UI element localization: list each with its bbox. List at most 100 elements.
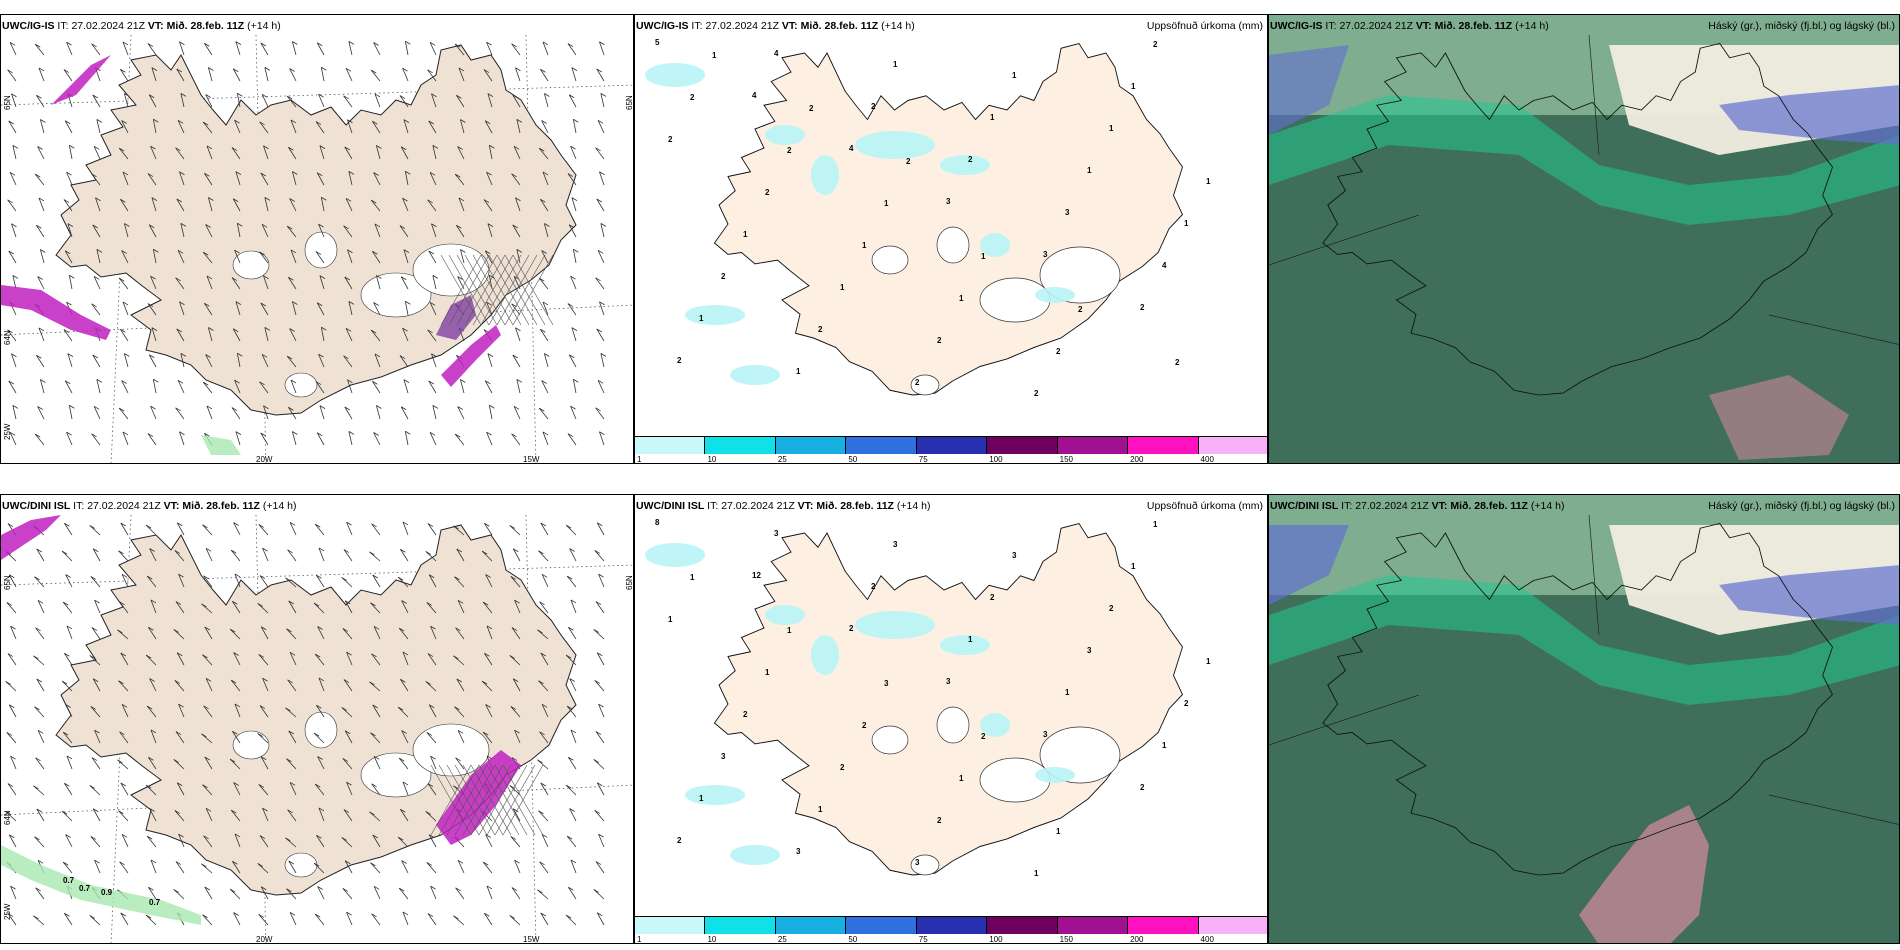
precip-value-label: 1 [765, 668, 770, 677]
precip-value-label: 2 [1109, 604, 1114, 613]
colorbar-tick-label: 400 [1200, 455, 1214, 464]
precip-value-label: 1 [1162, 741, 1167, 750]
panel-header: UWC/IG-IS IT: 27.02.2024 21Z VT: Mið. 28… [636, 20, 915, 32]
lead-time: (+14 h) [262, 500, 297, 512]
panel-title: Uppsöfnuð úrkoma (mm) [1146, 500, 1263, 512]
precip-value-label: 2 [690, 93, 695, 102]
colorbar-tick-label: 100 [989, 455, 1003, 464]
precip-value-label: 1 [699, 794, 704, 803]
precip-value-label: 1 [712, 51, 717, 60]
lead-time: (+14 h) [896, 500, 931, 512]
precip-value-label: 2 [809, 104, 814, 113]
colorbar-tick-label: 150 [1059, 455, 1074, 464]
colorbar-swatch [987, 437, 1058, 454]
panel-header: UWC/DINI ISL IT: 27.02.2024 21Z VT: Mið.… [2, 500, 296, 512]
colorbar-tick-label: 1 [637, 935, 642, 944]
init-time: 27.02.2024 21Z [71, 20, 145, 32]
wind-value-label: 0.7 [79, 884, 91, 893]
colorbar-swatch [846, 917, 917, 934]
precip-value-label: 4 [1162, 261, 1167, 270]
precip-value-label: 4 [774, 49, 779, 58]
lat-label-64n: 64N [634, 780, 636, 795]
vt-label: VT: [147, 20, 164, 32]
lat-label-65n-right: 65N [625, 575, 634, 590]
precip-value-label: 2 [862, 721, 867, 730]
colorbar-tick-label: 75 [918, 935, 928, 944]
model-name: UWC/IG-IS [1270, 20, 1323, 32]
lat-label-65n: 65N [634, 550, 636, 565]
colorbar-tick-label: 100 [989, 935, 1003, 944]
precip-value-label: 8 [655, 518, 660, 527]
colorbar-swatch [916, 917, 988, 934]
lon-label-20w: 20W [256, 455, 273, 464]
precip-value-label: 3 [884, 679, 889, 688]
precip-value-label: 3 [1065, 208, 1070, 217]
map-panel-top-left: UWC/IG-IS IT: 27.02.2024 21Z VT: Mið. 28… [0, 14, 634, 464]
precip-value-label: 1 [1206, 657, 1211, 666]
lon-label-15w: 15W [523, 455, 540, 464]
lon-label-15w: 15W [523, 935, 540, 944]
precip-value-label: 1 [1184, 219, 1189, 228]
precip-value-label: 2 [906, 157, 911, 166]
precip-value-label: 2 [937, 816, 942, 825]
init-time: 27.02.2024 21Z [705, 20, 779, 32]
colorbar-swatch [1198, 437, 1267, 454]
lead-time: (+14 h) [1530, 500, 1565, 512]
precip-value-label: 3 [915, 858, 920, 867]
precip-value-label: 3 [1087, 646, 1092, 655]
precip-value-label: 1 [959, 774, 964, 783]
precip-value-label: 2 [1175, 358, 1180, 367]
colorbar-tick-label: 25 [777, 935, 787, 944]
precip-value-label: 1 [1087, 166, 1092, 175]
precip-value-label: 4 [849, 144, 854, 153]
precip-value-label: 1 [884, 199, 889, 208]
precip-value-label: 1 [990, 113, 995, 122]
model-name: UWC/DINI ISL [636, 500, 705, 512]
init-time: 27.02.2024 21Z [1355, 500, 1429, 512]
panel-title: Háský (gr.), miðský (fj.bl.) og lágský (… [1708, 500, 1895, 512]
precip-value-label: 2 [981, 732, 986, 741]
lon-label-25w: 25W [3, 423, 12, 440]
wind-map [1, 34, 633, 463]
colorbar-tick-label: 10 [707, 935, 717, 944]
wind-value-label: 0.7 [149, 898, 161, 907]
precip-value-label: 2 [677, 836, 682, 845]
precip-value-label: 1 [1109, 124, 1114, 133]
valid-time: Mið. 28.feb. 11Z [182, 500, 260, 512]
lead-time: (+14 h) [881, 20, 915, 32]
colorbar-swatch [775, 917, 847, 934]
precip-value-label: 5 [655, 38, 660, 47]
map-panel-bottom-right: UWC/DINI ISL IT: 27.02.2024 21Z VT: Mið.… [1268, 494, 1900, 944]
colorbar-swatch [846, 437, 917, 454]
panel-title: Uppsöfnuð úrkoma (mm) [1146, 20, 1263, 32]
precip-value-label: 2 [840, 763, 845, 772]
precip-value-label: 2 [937, 336, 942, 345]
model-name: UWC/IG-IS [2, 20, 55, 32]
precip-value-label: 1 [1153, 520, 1158, 529]
precip-value-label: 2 [1140, 303, 1145, 312]
it-label: IT: [1341, 500, 1353, 512]
precip-value-label: 2 [968, 155, 973, 164]
vt-label: VT: [797, 500, 814, 512]
precip-value-label: 2 [721, 272, 726, 281]
colorbar-tick-label: 75 [918, 455, 928, 464]
precip-value-label: 1 [787, 626, 792, 635]
precip-map: 5 4 4 3 3 2 2 4 2 2 3 4 1 1 1 1 1 1 2 2 2 1 1 1 1 1 2 2 1 2 2 1 1 2 2 2 2 1 1 2… [645, 38, 1211, 398]
colorbar-swatch [1198, 917, 1267, 934]
map-panel-top-right: UWC/IG-IS IT: 27.02.2024 21Z VT: Mið. 28… [1268, 14, 1900, 464]
lat-label-64n: 64N [3, 810, 12, 825]
it-label: IT: [707, 500, 719, 512]
colorbar-swatch [775, 437, 847, 454]
precip-value-label: 1 [840, 283, 845, 292]
lat-label-65n: 65N [3, 95, 12, 110]
precip-value-label: 2 [871, 582, 876, 591]
colorbar-tick-label: 25 [777, 455, 787, 464]
precip-value-label: 1 [1012, 71, 1017, 80]
colorbar-tick-label: 1 [637, 455, 642, 464]
valid-time: Mið. 28.feb. 11Z [166, 20, 245, 32]
precip-colorbar: 1 10 25 50 75 100 150 200 400 [635, 916, 1267, 943]
map-panel-bottom-middle: UWC/DINI ISL IT: 27.02.2024 21Z VT: Mið.… [634, 494, 1268, 944]
precip-value-label: 1 [1065, 688, 1070, 697]
precip-value-label: 2 [1078, 305, 1083, 314]
